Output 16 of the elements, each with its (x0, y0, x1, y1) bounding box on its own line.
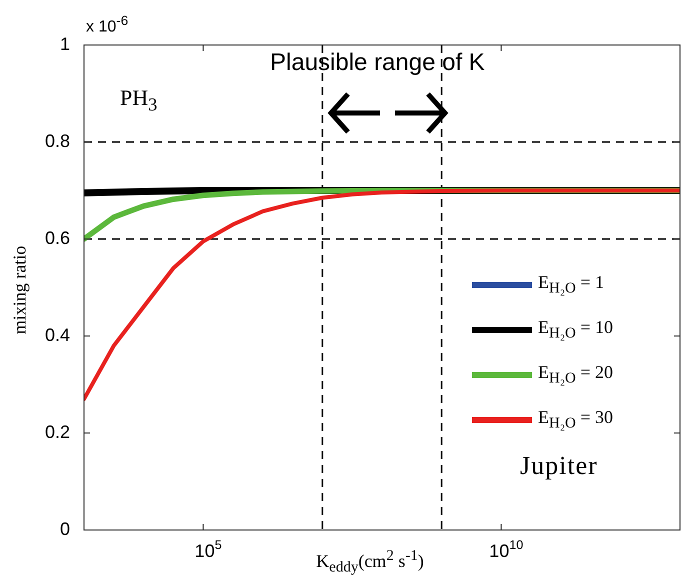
y-tick-label: 0 (60, 518, 70, 539)
annotation: Plausible range of K (270, 49, 485, 76)
legend-label: E$_{H₂O}$ = 30 (538, 406, 614, 432)
legend-label: E$_{H₂O}$ = 10 (538, 316, 614, 342)
y-tick-label: 0.6 (44, 228, 70, 248)
y-tick-label: 0.2 (44, 422, 70, 442)
text: x 10$^{-6}$ (86, 13, 128, 36)
annotation: PH$_{3}$ (120, 85, 158, 115)
legend-label: E$_{H₂O}$ = 1 (538, 272, 604, 298)
annotation: Jupiter (520, 451, 598, 481)
y-tick-label: 0.8 (44, 130, 70, 151)
legend-label: E$_{H₂O}$ = 20 (538, 362, 614, 388)
y-tick-label: 1 (60, 34, 70, 54)
x-axis-title: K$_{eddy}$(cm$^{2}$ s$^{-1}$) (316, 548, 424, 576)
y-axis-title: mixing ratio (10, 246, 30, 334)
y-tick-label: 0.4 (44, 324, 70, 345)
